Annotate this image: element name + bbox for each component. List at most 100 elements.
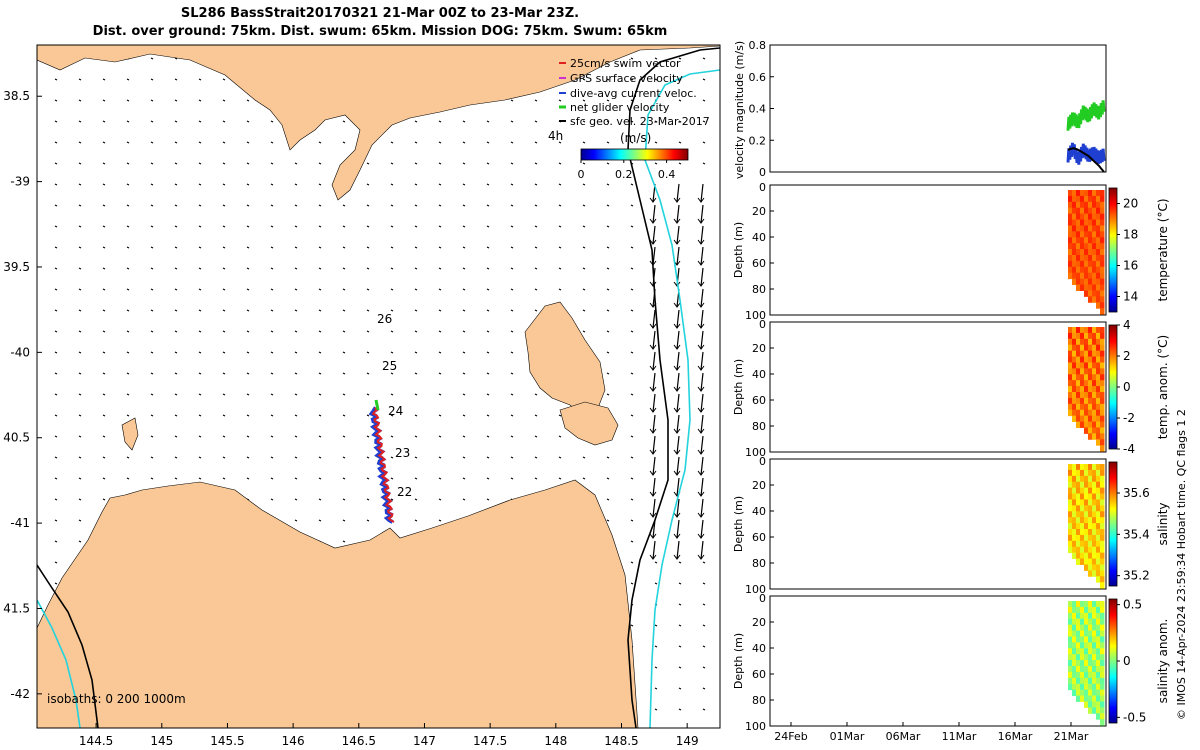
colorbar-label: salinity anom. — [1156, 619, 1170, 704]
velocity-ytick-label: 0.2 — [749, 134, 767, 147]
velocity-panel: 0 0.2 0.4 0.6 0.8 velocity magnitude (m/s) — [733, 39, 1107, 179]
depth-tick-label: 100 — [745, 309, 766, 322]
map-xtick-label: 149 — [676, 734, 699, 748]
legend-label: GPS surface velocity — [570, 72, 683, 85]
depth-tick-label: 20 — [752, 616, 766, 629]
depth-axis-label: Depth (m) — [732, 222, 745, 278]
day-label: 23 — [395, 446, 410, 460]
depth-tick-label: 40 — [752, 368, 766, 381]
map-ytick-label: -41 — [10, 516, 30, 530]
depth-tick-label: 60 — [752, 531, 766, 544]
day-label: 25 — [382, 359, 397, 373]
depth-tick-label: 60 — [752, 668, 766, 681]
map-ytick-label: -40 — [10, 345, 30, 359]
isobath-1000m-west — [37, 599, 81, 728]
land-victoria — [37, 45, 720, 201]
land-tasmania — [37, 479, 639, 728]
speed-colorbar: (m/s) 0 0.2 0.4 — [578, 131, 689, 181]
colorbar-tick-label: 2 — [1123, 349, 1131, 363]
depth-tick-label: 0 — [759, 455, 766, 468]
section-panel: 0 20 40 60 80 100 Depth (m) 20 18 16 14 temperature… — [732, 181, 1170, 322]
velocity-ytick-label: 0 — [759, 166, 766, 179]
depth-tick-label: 100 — [745, 583, 766, 596]
colorbar-tick-label: 0 — [1123, 380, 1131, 394]
map-ytick-label: 39.5 — [3, 260, 30, 274]
land-cape-barren-island — [559, 401, 619, 446]
legend-label: sfc geo. vel. 23-Mar-2017 — [570, 115, 710, 128]
depth-tick-label: 80 — [752, 420, 766, 433]
section-panel: 0 20 40 60 80 100 Depth (m) 0.5 0 -0.5 salinity an… — [732, 592, 1170, 743]
colorbar-tick-label: 35.6 — [1123, 486, 1150, 500]
legend-label: net glider velocity — [570, 101, 670, 114]
map-ytick-label: 41.5 — [3, 601, 30, 615]
colorbar-tick-label: 0 — [578, 168, 585, 181]
colorbar-tick-label: 0 — [1123, 654, 1131, 668]
copyright-label: © IMOS 14-Apr-2024 23:59:34 Hobart time.… — [1175, 409, 1188, 720]
colorbar-gradient — [580, 148, 689, 161]
colorbar-tick-label: 0.4 — [658, 168, 676, 181]
map-panel: 144.5 145 145.5 146 146.5 147 147.5 148 148.5 149… — [3, 44, 721, 748]
velocity-ytick-label: 0.4 — [749, 103, 767, 116]
section-colorbar — [1108, 461, 1118, 587]
velocity-series-line — [1067, 147, 1105, 173]
map-xtick-label: 147.5 — [473, 734, 507, 748]
time-series-panels: 0 0.2 0.4 0.6 0.8 velocity magnitude (m/s) 0… — [732, 39, 1170, 743]
depth-axis-label: Depth (m) — [732, 496, 745, 552]
isobath-200m — [627, 47, 720, 728]
section-colorbar — [1108, 324, 1118, 450]
map-xtick-label: 147 — [413, 734, 436, 748]
depth-tick-label: 0 — [759, 592, 766, 605]
depth-tick-label: 20 — [752, 205, 766, 218]
depth-tick-label: 60 — [752, 394, 766, 407]
legend-label: 25cm/s swim vector — [570, 57, 681, 70]
section-colorbar — [1108, 598, 1118, 724]
map-ytick-label: -42 — [10, 687, 30, 701]
glider-track — [368, 399, 395, 524]
map-xtick-label: 146.5 — [342, 734, 376, 748]
day-label: 22 — [397, 485, 412, 499]
colorbar-tick-label: 14 — [1123, 290, 1138, 304]
colorbar-ticks: 0 0.2 0.4 — [578, 160, 676, 181]
time-xtick-label: 16Mar — [998, 730, 1033, 743]
map-ytick-label: 40.5 — [3, 431, 30, 445]
depth-axis-label: Depth (m) — [732, 633, 745, 689]
depth-tick-label: 100 — [745, 720, 766, 733]
colorbar-tick-label: 0.5 — [1123, 598, 1142, 612]
colorbar-tick-label: 4 — [1123, 318, 1131, 332]
section-colorbar — [1108, 187, 1118, 313]
colorbar-tick-label: -2 — [1123, 411, 1135, 425]
time-xtick-label: 06Mar — [886, 730, 921, 743]
map-xtick-label: 145 — [150, 734, 173, 748]
map-xtick-label: 146 — [282, 734, 305, 748]
land-king-island — [121, 417, 139, 451]
colorbar-label: salinity — [1156, 502, 1170, 545]
map-ytick-label: -39 — [10, 175, 30, 189]
isobath-200m-west — [37, 564, 99, 728]
map-xtick-label: 148 — [544, 734, 567, 748]
colorbar-label: temp. anom. (°C) — [1156, 335, 1170, 439]
colorbar-tick-label: 35.4 — [1123, 527, 1150, 541]
time-xtick-label: 11Mar — [942, 730, 977, 743]
colorbar-tick-label: -4 — [1123, 442, 1135, 456]
day-label: 24 — [388, 404, 403, 418]
map-xtick-label: 145.5 — [210, 734, 244, 748]
colorbar-tick-label: 16 — [1123, 259, 1138, 273]
colorbar-title: (m/s) — [620, 131, 651, 145]
velocity-axis-label: velocity magnitude (m/s) — [733, 41, 746, 179]
depth-tick-label: 80 — [752, 283, 766, 296]
depth-tick-label: 0 — [759, 181, 766, 194]
map-xtick-label: 144.5 — [79, 734, 113, 748]
legend-label: dive-avg current veloc. — [570, 87, 697, 100]
isobath-label: isobaths: 0 200 1000m — [47, 692, 186, 706]
map-legend: 25cm/s swim vector GPS surface velocity … — [548, 57, 710, 143]
colorbar-tick-label: 0.2 — [615, 168, 633, 181]
map-axes: 144.5 145 145.5 146 146.5 147 147.5 148 148.5 149… — [3, 89, 698, 748]
isobath-1000m — [644, 69, 720, 728]
velocity-series — [1066, 100, 1106, 173]
section-panel: 0 20 40 60 80 100 Depth (m) 35.6 35.4 35.2 salinit… — [732, 455, 1170, 596]
time-xtick-label: 24Feb — [774, 730, 807, 743]
depth-tick-label: 40 — [752, 505, 766, 518]
depth-tick-label: 0 — [759, 318, 766, 331]
